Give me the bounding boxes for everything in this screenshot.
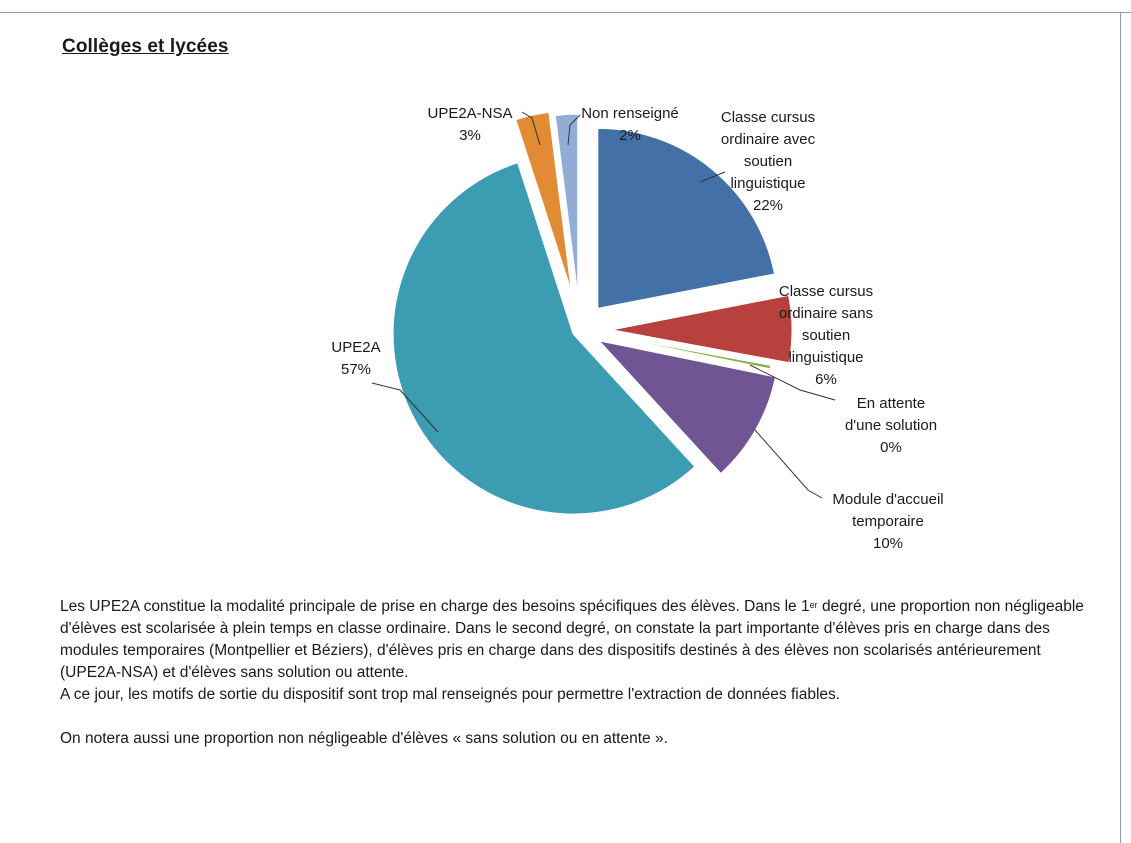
pie-chart: Classe cursus ordinaire avec soutien lingui… xyxy=(331,105,943,552)
frame-top-border xyxy=(0,12,1131,13)
paragraph-line-1b: degré, une proportion non négligeable d'… xyxy=(60,598,1084,681)
leader-line-6 xyxy=(567,114,581,146)
slice-label-4: UPE2A 57% xyxy=(331,339,380,378)
slice-label-0: Classe cursus ordinaire avec soutien lingui… xyxy=(721,109,816,214)
slice-label-6: Non renseigné 2% xyxy=(581,105,679,144)
pie-slice-4 xyxy=(392,162,696,515)
paragraph-line-1a: Les UPE2A constitue la modalité principa… xyxy=(60,598,810,615)
leader-line-2 xyxy=(749,364,836,401)
slice-label-2: En attente d'une solution 0% xyxy=(845,395,937,456)
paragraph-superscript: er xyxy=(809,600,818,610)
paragraph-note: On notera aussi une proportion non négli… xyxy=(60,730,668,747)
slice-label-3: Module d'accueil temporaire 10% xyxy=(832,491,943,552)
paragraph-main: Les UPE2A constitue la modalité principa… xyxy=(60,596,1090,684)
pie-slice-1 xyxy=(611,294,793,364)
section-title: Collèges et lycées xyxy=(62,36,229,57)
description-text: Les UPE2A constitue la modalité principa… xyxy=(60,596,1090,750)
pie-slice-2 xyxy=(593,332,772,370)
leader-line-4 xyxy=(371,382,439,433)
paragraph-exit-reasons: A ce jour, les motifs de sortie du dispo… xyxy=(60,686,841,703)
leader-line-0 xyxy=(699,171,726,183)
frame-right-border xyxy=(1120,12,1121,843)
pie-slice-3 xyxy=(597,340,777,475)
leader-line-5 xyxy=(521,111,541,146)
pie-slice-0 xyxy=(597,127,776,309)
leader-line-3 xyxy=(754,429,823,499)
pie-slice-6 xyxy=(554,113,579,295)
slice-label-5: UPE2A-NSA 3% xyxy=(427,105,512,144)
slice-label-1: Classe cursus ordinaire sans soutien lingui… xyxy=(779,283,873,388)
pie-slice-5 xyxy=(515,111,572,292)
